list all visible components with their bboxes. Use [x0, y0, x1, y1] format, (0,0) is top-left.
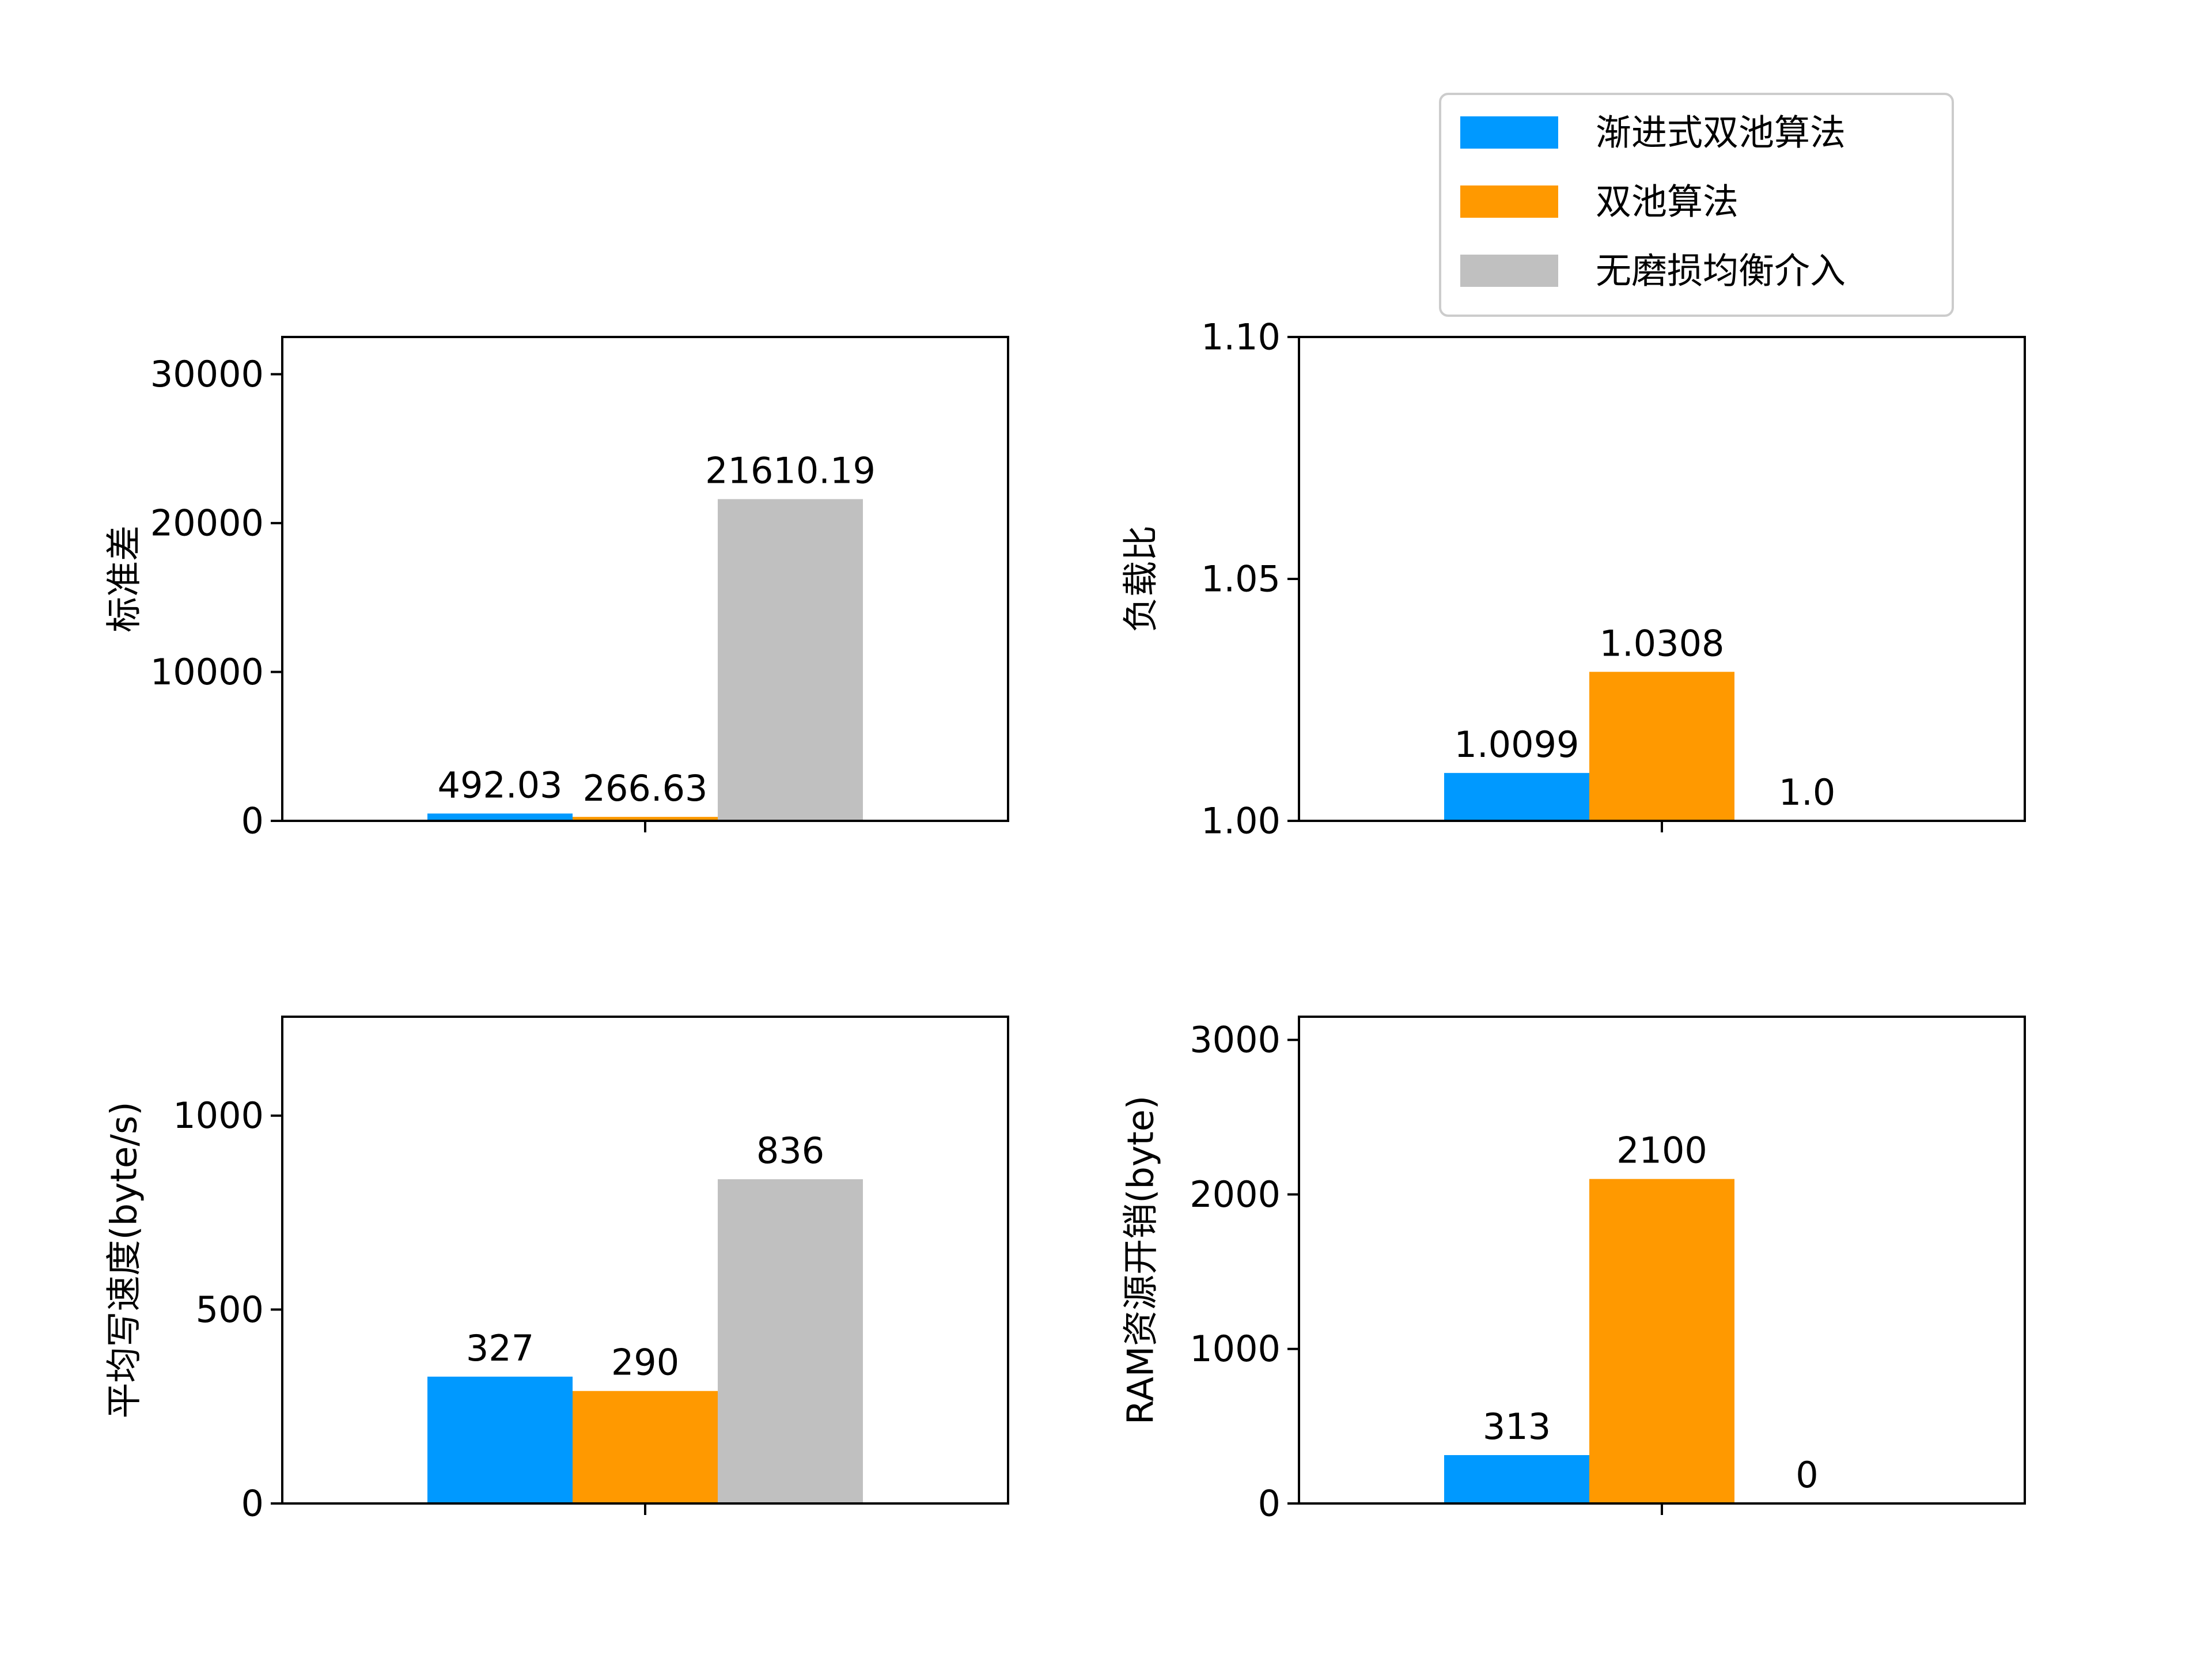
ytick-label-3-3: 1000: [173, 1094, 264, 1137]
data-label-3-3: 836: [756, 1130, 824, 1172]
subplot-3: 327 290 836 0 500 1000 平均写速度(byte/s): [103, 1016, 1009, 1525]
y-axis-label-3: 平均写速度(byte/s): [103, 1101, 145, 1418]
bar-1-3: [718, 499, 863, 821]
y-axis-label-1: 标准差: [103, 525, 145, 632]
legend-swatch-1: [1460, 116, 1558, 149]
ytick-label-4-2: 1000: [1190, 1328, 1281, 1370]
legend-label-1: 渐进式双池算法: [1596, 112, 1846, 154]
ytick-label-1-2: 10000: [150, 651, 264, 693]
subplot-4: 313 2100 0 0 1000 2000 3000 RAM资源开销(byte): [1120, 1016, 2026, 1525]
bar-4-2: [1589, 1179, 1734, 1503]
ytick-label-2-2: 1.05: [1201, 558, 1281, 600]
data-label-4-2: 2100: [1616, 1130, 1707, 1172]
data-label-4-3: 0: [1796, 1454, 1818, 1496]
y-axis-label-4: RAM资源开销(byte): [1120, 1096, 1162, 1425]
subplot-2: 1.0099 1.0308 1.0 1.00 1.05 1.10 负载比: [1120, 316, 2026, 842]
ytick-label-1-3: 20000: [150, 502, 264, 544]
data-label-4-1: 313: [1483, 1406, 1551, 1448]
ytick-label-1-4: 30000: [150, 353, 264, 395]
bar-3-3: [718, 1179, 863, 1503]
ytick-label-4-4: 3000: [1190, 1019, 1281, 1061]
ytick-label-4-1: 0: [1258, 1483, 1281, 1525]
data-label-1-3: 21610.19: [705, 449, 876, 491]
axes-frame-1: [281, 336, 1009, 822]
bar-1-2: [573, 817, 718, 821]
ytick-label-3-2: 500: [196, 1289, 264, 1331]
legend-swatch-3: [1460, 255, 1558, 287]
y-axis-label-2: 负载比: [1120, 525, 1162, 632]
bar-1-1: [427, 813, 573, 821]
bar-2-1: [1444, 772, 1589, 821]
subplot-1: 492.03 266.63 21610.19 0 10000 20000 30000 标准差: [103, 336, 1009, 842]
data-label-1-1: 492.03: [438, 764, 563, 806]
legend-label-3: 无磨损均衡介入: [1596, 250, 1846, 292]
ytick-label-2-3: 1.10: [1201, 316, 1281, 358]
legend-swatch-2: [1460, 185, 1558, 218]
bar-2-2: [1589, 672, 1734, 821]
ytick-label-4-3: 2000: [1190, 1173, 1281, 1215]
data-label-2-3: 1.0: [1779, 771, 1836, 813]
ytick-label-3-1: 0: [241, 1483, 264, 1525]
data-label-2-1: 1.0099: [1455, 724, 1580, 766]
bar-3-1: [427, 1376, 573, 1503]
legend-frame: [1439, 93, 1954, 317]
bar-4-1: [1444, 1455, 1589, 1503]
legend-label-2: 双池算法: [1596, 181, 1738, 223]
bar-3-2: [573, 1391, 718, 1503]
data-label-3-2: 290: [611, 1342, 679, 1384]
data-label-3-1: 327: [466, 1327, 534, 1369]
ytick-label-1-1: 0: [241, 800, 264, 842]
data-label-2-2: 1.0308: [1600, 622, 1725, 664]
ytick-label-2-1: 1.00: [1201, 800, 1281, 842]
data-label-1-2: 266.63: [583, 767, 708, 809]
